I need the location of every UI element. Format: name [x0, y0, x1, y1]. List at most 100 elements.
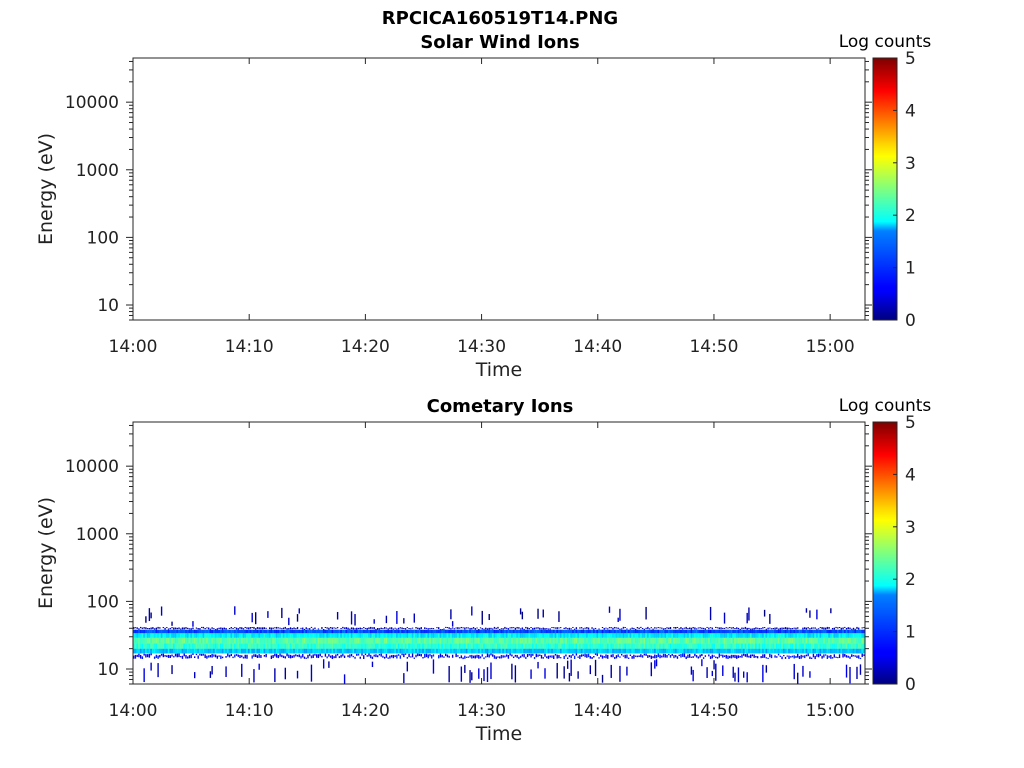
data-cell	[802, 637, 804, 644]
data-cell	[781, 633, 783, 638]
data-cell	[336, 633, 339, 638]
data-cell	[317, 654, 320, 659]
data-cell	[343, 633, 346, 638]
data-cell	[434, 643, 436, 649]
data-cell	[708, 654, 710, 657]
data-cell	[624, 633, 626, 638]
data-cell	[488, 637, 490, 644]
data-cell	[176, 637, 178, 644]
data-cell	[697, 629, 700, 634]
data-cell	[668, 627, 670, 630]
data-cell	[157, 633, 159, 638]
data-cell	[587, 629, 590, 634]
data-cell	[509, 633, 511, 638]
data-cell	[187, 643, 189, 649]
data-cell	[239, 648, 241, 654]
data-cell	[277, 627, 280, 629]
data-cell	[647, 637, 649, 644]
data-cell	[239, 637, 241, 644]
data-cell	[192, 627, 194, 630]
data-cell	[298, 654, 300, 658]
data-cell	[363, 643, 365, 649]
data-cell	[715, 633, 717, 638]
data-cell	[701, 627, 703, 629]
data-cell	[444, 637, 447, 644]
data-cell	[451, 643, 454, 649]
data-cell	[363, 627, 365, 629]
data-cell	[413, 613, 415, 623]
data-cell	[579, 637, 581, 644]
data-cell	[702, 657, 705, 660]
data-cell	[289, 637, 292, 644]
data-cell	[307, 629, 309, 634]
data-cell	[809, 648, 811, 654]
data-cell	[329, 648, 332, 654]
data-cell	[551, 648, 553, 654]
data-cell	[160, 637, 163, 644]
data-cell	[153, 629, 156, 634]
data-cell	[260, 655, 262, 658]
data-cell	[446, 633, 449, 638]
data-cell	[235, 637, 238, 644]
data-cell	[852, 643, 855, 649]
data-cell	[525, 637, 527, 644]
data-cell	[349, 628, 351, 630]
data-cell	[474, 655, 476, 659]
data-cell	[533, 648, 536, 654]
data-cell	[462, 643, 464, 649]
data-cell	[424, 643, 426, 649]
data-cell	[554, 633, 557, 638]
data-cell	[446, 637, 449, 644]
data-cell	[181, 637, 184, 644]
data-cell	[275, 637, 278, 644]
data-cell	[814, 655, 816, 660]
data-cell	[629, 643, 632, 649]
data-cell	[598, 633, 600, 638]
data-cell	[371, 643, 374, 649]
data-cell	[601, 633, 604, 638]
data-cell	[493, 629, 496, 634]
y-tick-label: 1000	[76, 161, 119, 181]
data-cell	[638, 637, 640, 644]
data-cell	[530, 643, 532, 649]
data-cell	[614, 648, 616, 654]
data-cell	[385, 627, 388, 629]
data-cell	[662, 628, 665, 630]
data-cell	[641, 637, 644, 644]
data-cell	[600, 654, 602, 657]
data-cell	[139, 654, 142, 659]
data-cell	[765, 648, 768, 654]
data-cell	[354, 656, 356, 659]
data-cell	[340, 648, 342, 654]
data-cell	[394, 648, 396, 654]
data-cell	[173, 643, 175, 649]
data-cell	[235, 629, 238, 634]
data-cell	[568, 672, 571, 682]
data-cell	[464, 648, 466, 654]
data-cell	[624, 648, 626, 654]
data-cell	[152, 637, 154, 644]
data-cell	[760, 629, 762, 634]
data-cell	[431, 637, 433, 644]
data-cell	[434, 633, 436, 638]
panel-title: Solar Wind Ions	[420, 32, 579, 53]
data-cell	[343, 629, 346, 634]
data-cell	[729, 627, 731, 629]
data-cell	[648, 648, 651, 654]
data-cell	[746, 627, 748, 630]
data-cell	[143, 643, 145, 649]
data-cell	[286, 629, 288, 634]
data-cell	[383, 629, 386, 634]
data-cell	[598, 628, 600, 630]
data-cell	[465, 627, 468, 629]
data-cell	[716, 633, 719, 638]
data-cell	[542, 609, 544, 618]
data-cell	[216, 637, 219, 644]
data-cell	[411, 643, 414, 649]
data-cell	[729, 629, 731, 634]
data-cell	[199, 628, 201, 630]
data-cell	[368, 633, 370, 638]
data-cell	[790, 637, 792, 644]
data-cell	[478, 629, 480, 634]
data-cell	[438, 629, 440, 634]
